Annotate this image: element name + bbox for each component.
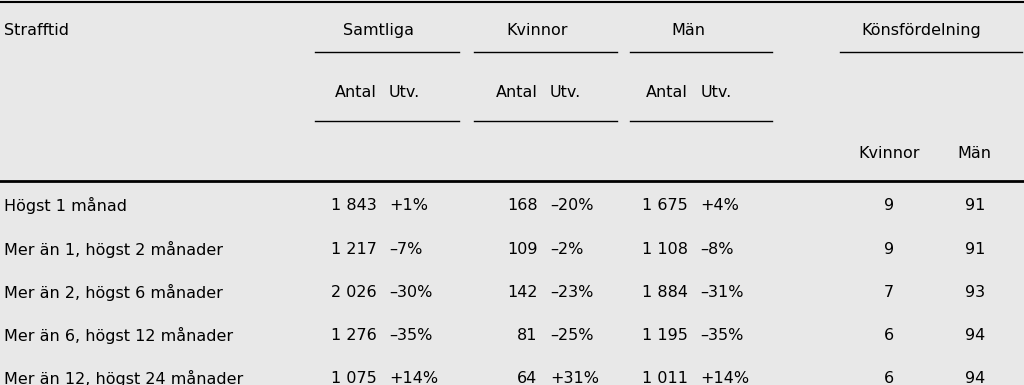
Text: –7%: –7%: [389, 242, 423, 256]
Text: Kvinnor: Kvinnor: [858, 147, 920, 161]
Text: 1 843: 1 843: [331, 199, 377, 213]
Text: 9: 9: [884, 242, 894, 256]
Text: 9: 9: [884, 199, 894, 213]
Text: +14%: +14%: [700, 371, 750, 385]
Text: +1%: +1%: [389, 199, 428, 213]
Text: Män: Män: [957, 147, 992, 161]
Text: +4%: +4%: [700, 199, 739, 213]
Text: 1 675: 1 675: [642, 199, 688, 213]
Text: 6: 6: [884, 371, 894, 385]
Text: 142: 142: [507, 285, 538, 300]
Text: 81: 81: [517, 328, 538, 343]
Text: 109: 109: [507, 242, 538, 256]
Text: Könsfördelning: Könsfördelning: [862, 23, 981, 38]
Text: Utv.: Utv.: [389, 85, 421, 100]
Text: 2 026: 2 026: [331, 285, 377, 300]
Text: +31%: +31%: [550, 371, 599, 385]
Text: 91: 91: [965, 242, 985, 256]
Text: Män: Män: [671, 23, 706, 38]
Text: Antal: Antal: [335, 85, 377, 100]
Text: Högst 1 månad: Högst 1 månad: [4, 198, 127, 214]
Text: –2%: –2%: [550, 242, 584, 256]
Text: –23%: –23%: [550, 285, 593, 300]
Text: 1 884: 1 884: [642, 285, 688, 300]
Text: –8%: –8%: [700, 242, 734, 256]
Text: –31%: –31%: [700, 285, 743, 300]
Text: –20%: –20%: [550, 199, 593, 213]
Text: Samtliga: Samtliga: [343, 23, 415, 38]
Text: Strafftid: Strafftid: [4, 23, 69, 38]
Text: 94: 94: [965, 328, 985, 343]
Text: 93: 93: [965, 285, 985, 300]
Text: Kvinnor: Kvinnor: [507, 23, 568, 38]
Text: Mer än 1, högst 2 månader: Mer än 1, högst 2 månader: [4, 241, 223, 258]
Text: Mer än 2, högst 6 månader: Mer än 2, högst 6 månader: [4, 284, 223, 301]
Text: Utv.: Utv.: [700, 85, 732, 100]
Text: –30%: –30%: [389, 285, 432, 300]
Text: 1 195: 1 195: [642, 328, 688, 343]
Text: Antal: Antal: [646, 85, 688, 100]
Text: Mer än 12, högst 24 månader: Mer än 12, högst 24 månader: [4, 370, 244, 385]
Text: Mer än 6, högst 12 månader: Mer än 6, högst 12 månader: [4, 327, 233, 344]
Text: 1 075: 1 075: [331, 371, 377, 385]
Text: –25%: –25%: [550, 328, 593, 343]
Text: 6: 6: [884, 328, 894, 343]
Text: +14%: +14%: [389, 371, 438, 385]
Text: 91: 91: [965, 199, 985, 213]
Text: –35%: –35%: [389, 328, 432, 343]
Text: –35%: –35%: [700, 328, 743, 343]
Text: 1 217: 1 217: [331, 242, 377, 256]
Text: 1 011: 1 011: [642, 371, 688, 385]
Text: 7: 7: [884, 285, 894, 300]
Text: 1 276: 1 276: [331, 328, 377, 343]
Text: Antal: Antal: [496, 85, 538, 100]
Text: 168: 168: [507, 199, 538, 213]
Text: 94: 94: [965, 371, 985, 385]
Text: 64: 64: [517, 371, 538, 385]
Text: 1 108: 1 108: [642, 242, 688, 256]
Text: Utv.: Utv.: [550, 85, 582, 100]
